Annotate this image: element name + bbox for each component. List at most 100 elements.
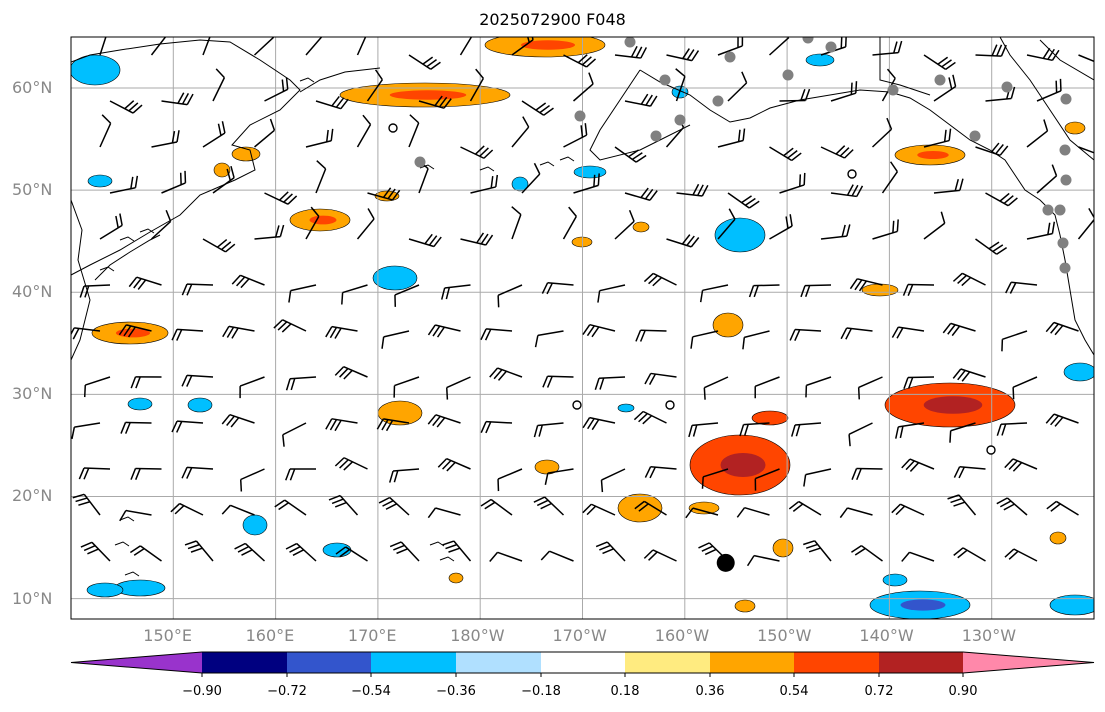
wind-barb xyxy=(1045,413,1079,427)
wind-barb xyxy=(83,376,111,398)
wind-barb xyxy=(221,504,255,516)
wind-barb xyxy=(480,420,513,434)
wind-barb xyxy=(790,422,822,437)
wind-barb xyxy=(839,507,873,519)
wind-barb xyxy=(736,506,770,518)
wind-barb xyxy=(871,117,893,148)
wind-barb xyxy=(521,100,554,116)
wind-barb xyxy=(933,74,957,102)
wind-barb xyxy=(328,494,359,516)
wind-barb xyxy=(685,507,719,519)
contour-fill xyxy=(1049,531,1067,545)
wind-barb xyxy=(644,466,677,479)
wind-barb xyxy=(727,192,760,209)
wind-barb xyxy=(544,468,574,485)
wind-barb xyxy=(181,466,214,479)
wind-barb xyxy=(356,114,372,148)
contour-fill xyxy=(617,493,663,523)
colorbar-segment xyxy=(625,652,710,673)
station-dot xyxy=(887,84,899,96)
wind-barb xyxy=(754,468,780,491)
lon-label: 140°W xyxy=(859,626,914,645)
wind-barb xyxy=(953,466,986,479)
station-markers xyxy=(414,37,1072,572)
wind-barb xyxy=(975,44,1007,57)
wind-barb xyxy=(460,145,494,159)
island-outline xyxy=(124,571,140,577)
wind-barb xyxy=(1004,458,1038,472)
wind-barb xyxy=(341,284,368,305)
contour-fill xyxy=(712,312,744,338)
wind-barb xyxy=(614,209,635,240)
colorbar-tick-label: 0.18 xyxy=(610,684,640,699)
wind-barb xyxy=(285,468,317,481)
wind-barb xyxy=(120,421,152,434)
wind-barb xyxy=(582,416,616,431)
wind-barb xyxy=(381,330,410,349)
contour-fill xyxy=(617,403,635,413)
lat-label: 20°N xyxy=(12,486,53,506)
wind-barb xyxy=(150,209,172,240)
wind-barb xyxy=(497,468,523,492)
wind-barb xyxy=(840,327,873,340)
wind-barb xyxy=(212,68,226,102)
wind-barb xyxy=(99,213,123,240)
wind-barb xyxy=(171,328,204,341)
wind-barb xyxy=(254,118,276,148)
coastline xyxy=(879,37,931,96)
wind-barb xyxy=(779,172,806,194)
colorbar-segment xyxy=(794,652,879,673)
wind-barb xyxy=(231,274,265,289)
wind-barb xyxy=(511,116,530,148)
wind-barb xyxy=(445,376,471,400)
wind-barb xyxy=(717,37,744,56)
wind-barb xyxy=(1045,321,1079,336)
station-dot xyxy=(574,110,586,122)
wind-barb xyxy=(181,283,214,296)
wind-barb xyxy=(675,68,686,102)
wind-barb xyxy=(1036,164,1058,194)
wind-barb xyxy=(254,224,285,240)
wind-barb xyxy=(315,95,349,110)
lon-label: 170°E xyxy=(347,626,397,645)
wind-barb xyxy=(388,468,420,483)
wind-barb xyxy=(803,468,832,487)
station-dot xyxy=(969,130,981,142)
wind-barb xyxy=(325,325,358,339)
contour-fill xyxy=(861,283,899,297)
colorbar-segment xyxy=(71,652,202,673)
contour-fill xyxy=(213,162,231,178)
wind-barb xyxy=(644,372,677,385)
wind-barb xyxy=(305,128,334,148)
calm-wind-circle xyxy=(847,169,857,179)
wind-barb xyxy=(99,114,112,148)
contour-core xyxy=(521,40,575,50)
contour-fill xyxy=(322,542,352,558)
contour-fill xyxy=(372,265,418,291)
colorbar-tick-label: −0.90 xyxy=(182,684,222,699)
station-dot xyxy=(650,130,662,142)
colorbar-tick-label: −0.36 xyxy=(436,684,476,699)
colorbar-tick-label: 0.54 xyxy=(779,684,809,699)
island-outline xyxy=(439,556,455,562)
wind-barb xyxy=(849,278,883,292)
contour-fill xyxy=(1063,362,1094,382)
wind-barb xyxy=(221,413,255,428)
wind-barb xyxy=(975,238,1008,255)
contour-fill xyxy=(772,538,794,558)
wind-barbs xyxy=(71,37,1094,567)
coastline xyxy=(1039,39,1094,81)
colorbar-tick-label: 0.72 xyxy=(864,684,894,699)
wind-barb xyxy=(830,81,858,102)
wind-barb xyxy=(171,420,204,433)
wind-barb xyxy=(633,410,667,425)
wind-barb xyxy=(881,161,898,194)
wind-barb xyxy=(150,37,167,56)
wind-barb xyxy=(851,467,883,481)
wind-barb xyxy=(690,330,719,349)
wind-barb xyxy=(901,458,935,472)
station-dot xyxy=(802,37,814,44)
lat-label: 10°N xyxy=(12,588,53,608)
colorbar-segment xyxy=(710,652,794,673)
wind-barb xyxy=(161,92,194,106)
